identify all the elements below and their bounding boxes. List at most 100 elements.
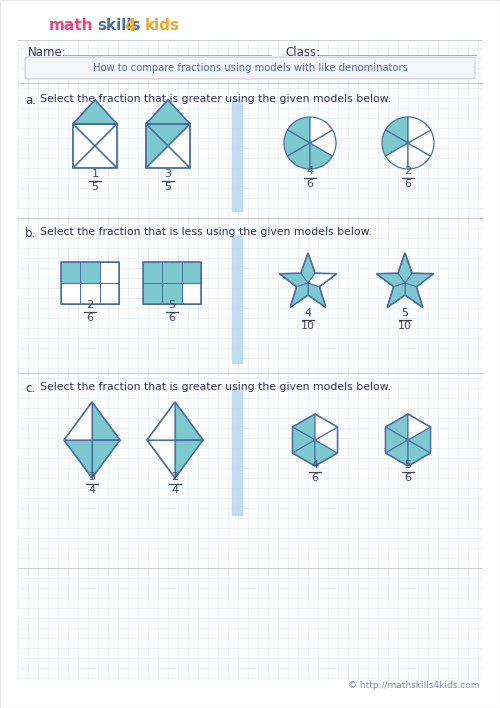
Text: 6: 6	[86, 313, 94, 323]
Bar	[143, 262, 201, 304]
Polygon shape	[292, 427, 315, 453]
Polygon shape	[408, 414, 430, 440]
Text: Class:: Class:	[285, 47, 320, 59]
Polygon shape	[376, 273, 405, 287]
Polygon shape	[147, 402, 175, 440]
Polygon shape	[280, 273, 308, 287]
Text: Name:: Name:	[28, 47, 67, 59]
Polygon shape	[73, 100, 117, 124]
Wedge shape	[310, 130, 336, 156]
Polygon shape	[95, 124, 117, 168]
Polygon shape	[408, 427, 430, 453]
Polygon shape	[376, 253, 434, 307]
Bar	[143, 262, 163, 283]
Polygon shape	[147, 440, 175, 478]
Text: 4: 4	[312, 460, 318, 470]
Text: 5: 5	[92, 182, 98, 192]
Wedge shape	[288, 143, 310, 169]
Text: 4: 4	[172, 485, 178, 495]
Bar	[61, 262, 80, 283]
Text: 2: 2	[404, 166, 411, 176]
Text: 5: 5	[164, 182, 172, 192]
FancyBboxPatch shape	[25, 57, 475, 79]
Polygon shape	[73, 146, 117, 168]
Bar	[61, 262, 119, 304]
Polygon shape	[175, 440, 203, 478]
Polygon shape	[315, 440, 338, 466]
Bar	[162, 262, 182, 283]
Text: 10: 10	[301, 321, 315, 331]
Polygon shape	[388, 283, 405, 307]
Text: © http://mathskills4kids.com: © http://mathskills4kids.com	[348, 682, 480, 690]
Wedge shape	[408, 117, 430, 143]
Text: 3: 3	[88, 472, 96, 482]
Bar	[100, 262, 119, 283]
Polygon shape	[315, 427, 338, 453]
Wedge shape	[382, 130, 408, 156]
Text: 6: 6	[306, 179, 314, 189]
Polygon shape	[408, 440, 430, 466]
Text: 4: 4	[88, 485, 96, 495]
Polygon shape	[146, 124, 168, 168]
Text: 5: 5	[402, 308, 408, 318]
Polygon shape	[292, 440, 315, 466]
Polygon shape	[92, 440, 120, 478]
Polygon shape	[146, 124, 190, 146]
Bar	[61, 283, 80, 304]
Polygon shape	[292, 414, 315, 440]
Text: 6: 6	[312, 473, 318, 483]
Polygon shape	[73, 124, 117, 146]
Polygon shape	[290, 283, 308, 307]
Polygon shape	[146, 146, 190, 168]
Polygon shape	[386, 427, 408, 453]
Text: How to compare fractions using models with like denominators: How to compare fractions using models wi…	[92, 63, 407, 73]
Polygon shape	[301, 253, 315, 283]
Bar	[100, 283, 119, 304]
Polygon shape	[386, 440, 408, 466]
Text: 6: 6	[168, 313, 175, 323]
Polygon shape	[386, 414, 408, 440]
Wedge shape	[310, 117, 332, 143]
Text: 5: 5	[404, 460, 411, 470]
Text: 1: 1	[92, 169, 98, 179]
Bar	[80, 262, 100, 283]
Text: 4: 4	[124, 17, 136, 35]
Bar	[73, 124, 117, 168]
Bar	[146, 124, 190, 168]
Wedge shape	[310, 143, 332, 169]
Polygon shape	[405, 283, 422, 307]
Wedge shape	[288, 117, 310, 143]
Text: 10: 10	[398, 321, 412, 331]
Text: 6: 6	[404, 179, 411, 189]
Bar	[143, 283, 163, 304]
Text: Select the fraction that is greater using the given models below.: Select the fraction that is greater usin…	[40, 382, 391, 392]
Text: 6: 6	[404, 473, 411, 483]
Bar	[80, 283, 100, 304]
Text: skills: skills	[97, 18, 140, 33]
Text: Select the fraction that is greater using the given models below.: Select the fraction that is greater usin…	[40, 94, 391, 104]
Polygon shape	[175, 402, 203, 440]
Text: 3: 3	[164, 169, 172, 179]
Wedge shape	[408, 143, 430, 169]
Text: math: math	[48, 18, 93, 33]
Polygon shape	[280, 253, 336, 307]
Polygon shape	[168, 124, 190, 168]
Bar	[182, 262, 201, 283]
Bar	[162, 283, 182, 304]
Text: 4: 4	[306, 166, 314, 176]
Polygon shape	[398, 253, 412, 283]
Polygon shape	[146, 100, 190, 124]
Text: Select the fraction that is less using the given models below.: Select the fraction that is less using t…	[40, 227, 372, 237]
Text: 4: 4	[304, 308, 312, 318]
Bar	[182, 283, 201, 304]
Text: c.: c.	[25, 382, 35, 395]
Polygon shape	[308, 283, 326, 307]
Polygon shape	[315, 414, 338, 440]
Text: 5: 5	[168, 300, 175, 310]
Wedge shape	[386, 117, 408, 143]
Polygon shape	[308, 273, 336, 287]
Text: a.: a.	[25, 94, 36, 107]
Wedge shape	[386, 143, 408, 169]
Text: 2: 2	[172, 472, 178, 482]
Polygon shape	[73, 124, 95, 168]
